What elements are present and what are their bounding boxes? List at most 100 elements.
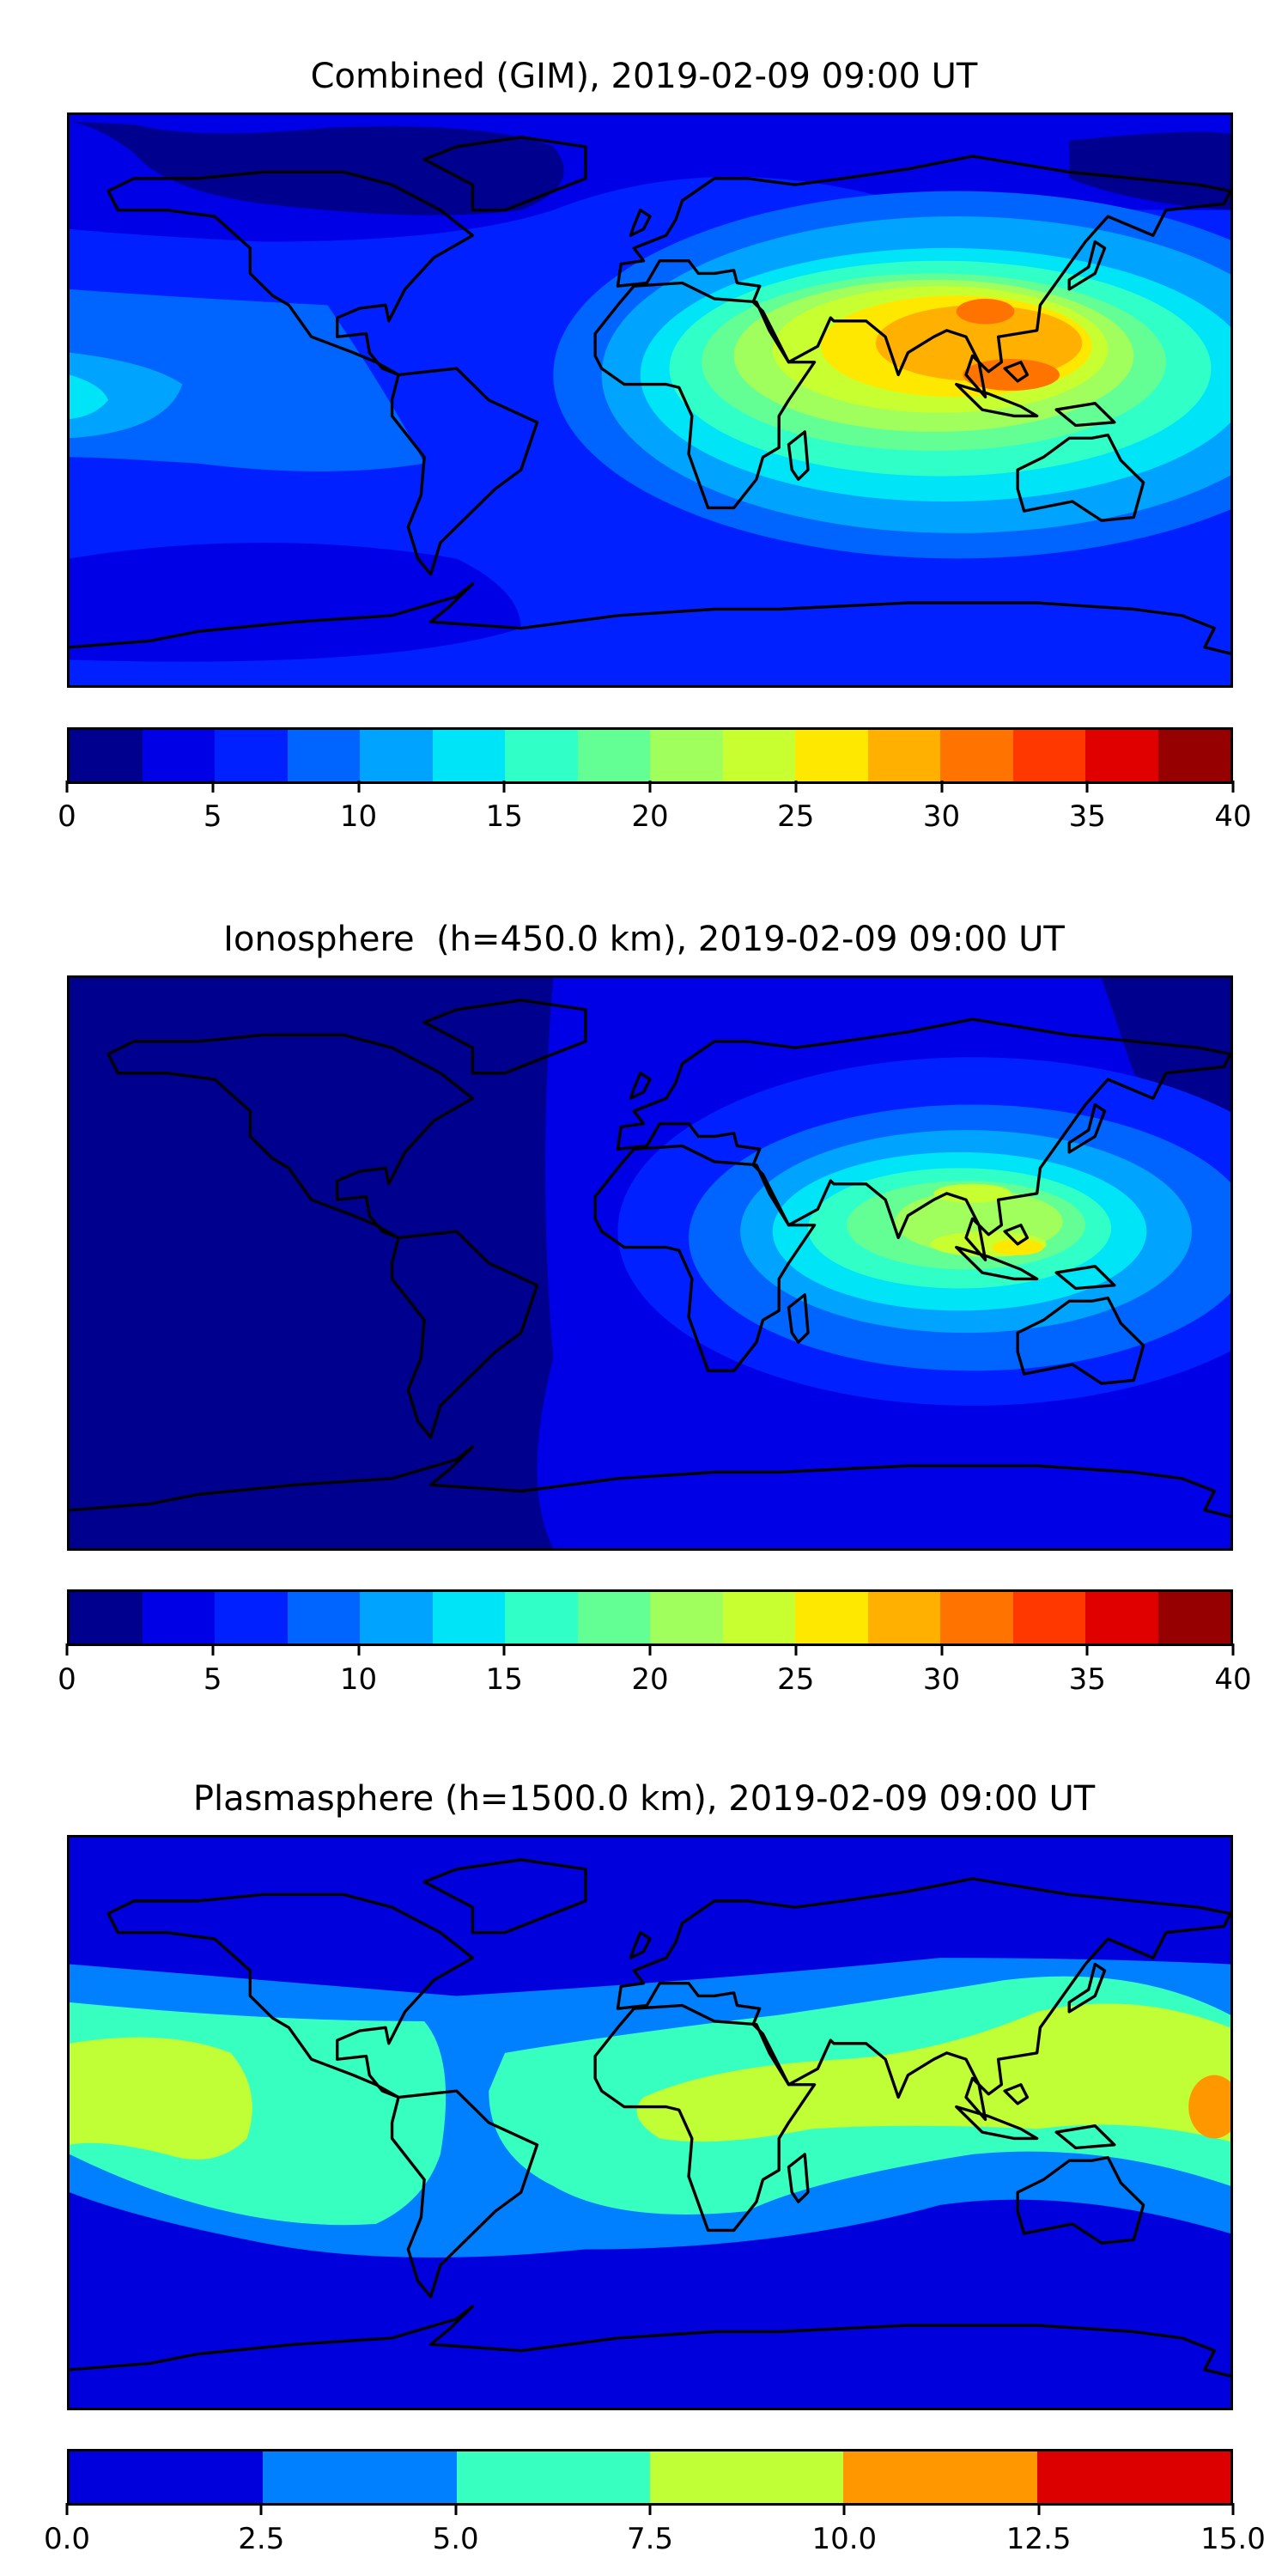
colorbar-segment	[432, 730, 505, 781]
colorbar-tick-mark	[1231, 781, 1235, 793]
colorbar-tick-label: 30	[922, 799, 961, 834]
colorbar-ionosphere	[67, 1589, 1233, 1646]
colorbar-tick-mark	[794, 781, 798, 793]
colorbar-tick-mark	[65, 1643, 69, 1656]
colorbar-segment	[505, 1592, 578, 1643]
colorbar-tick-label: 10.0	[811, 2522, 878, 2556]
colorbar-segment	[940, 730, 1013, 781]
colorbar-segment	[1157, 730, 1230, 781]
colorbar-tick-label: 10	[339, 799, 378, 834]
colorbar-segment	[649, 2451, 844, 2503]
colorbar-tick-label: 40	[1214, 799, 1252, 834]
colorbar-segment	[650, 1592, 723, 1643]
colorbar-tick-mark	[502, 1643, 506, 1656]
colorbar-tick-mark	[357, 781, 360, 793]
colorbar-segment	[843, 2451, 1037, 2503]
colorbar-segment	[287, 730, 360, 781]
colorbar-tick-mark	[1085, 781, 1089, 793]
contour-level	[956, 298, 1015, 325]
chart-title-combined: Combined (GIM), 2019-02-09 09:00 UT	[310, 57, 978, 96]
colorbar-segment	[360, 1592, 433, 1643]
map-combined-tec	[67, 112, 1233, 688]
colorbar-segment	[650, 730, 723, 781]
colorbar-tick-mark	[65, 2503, 69, 2515]
colorbar-tick-mark	[648, 781, 652, 793]
colorbar-segment	[142, 730, 215, 781]
chart-title-ionosphere: Ionosphere (h=450.0 km), 2019-02-09 09:0…	[223, 920, 1065, 959]
colorbar-segment	[360, 730, 433, 781]
colorbar-segment	[215, 1592, 288, 1643]
colorbar-tick-label: 25	[777, 1662, 815, 1697]
map-plasmasphere-tec	[67, 1835, 1233, 2410]
colorbar-segment	[722, 730, 795, 781]
colorbar-ticks-plasmasphere: 0.0 2.5 5.0 7.5 10.0 12.5 15.0	[44, 2503, 1266, 2556]
colorbar-tick-label: 10	[339, 1662, 378, 1697]
colorbar-segment	[142, 1592, 215, 1643]
colorbar-tick-label: 0	[58, 1662, 76, 1697]
contour-level	[992, 1239, 1044, 1255]
chart-title-plasmasphere: Plasmasphere (h=1500.0 km), 2019-02-09 0…	[192, 1779, 1096, 1819]
colorbar-tick-label: 25	[777, 799, 815, 834]
colorbar-segment	[867, 1592, 940, 1643]
colorbar-tick-mark	[940, 781, 943, 793]
colorbar-tick-mark	[65, 781, 69, 793]
colorbar-tick-mark	[1231, 2503, 1235, 2515]
colorbar-tick-mark	[648, 2503, 652, 2515]
contour-level	[1101, 978, 1230, 1121]
contour-level	[70, 289, 425, 471]
colorbar-tick-label: 12.5	[1005, 2522, 1072, 2556]
colorbar-segment	[432, 1592, 505, 1643]
colorbar-tick-label: 35	[1068, 799, 1106, 834]
colorbar-tick-mark	[259, 2503, 263, 2515]
contour-level	[1069, 131, 1230, 210]
contour-level	[70, 2037, 252, 2160]
colorbar-tick-label: 30	[922, 1662, 961, 1697]
colorbar-segment	[70, 730, 143, 781]
colorbar-tick-mark	[794, 1643, 798, 1656]
colorbar-tick-label: 5	[203, 799, 222, 834]
colorbar-segment	[1085, 1592, 1158, 1643]
contour-level	[933, 1183, 1012, 1203]
map-ionosphere-tec	[67, 975, 1233, 1551]
colorbar-tick-label: 20	[631, 1662, 669, 1697]
colorbar-segment	[70, 2451, 264, 2503]
colorbar-tick-label: 0	[58, 799, 76, 834]
colorbar-tick-label: 7.5	[626, 2522, 674, 2556]
colorbar-tick-label: 20	[631, 799, 669, 834]
contour-level	[70, 978, 554, 1548]
colorbar-tick-mark	[502, 781, 506, 793]
colorbar-tick-mark	[211, 781, 215, 793]
colorbar-tick-label: 40	[1214, 1662, 1252, 1697]
colorbar-segment	[577, 730, 650, 781]
colorbar-segment	[456, 2451, 650, 2503]
colorbar-plasmasphere	[67, 2449, 1233, 2506]
contour-level	[636, 2003, 1230, 2142]
colorbar-segment	[867, 730, 940, 781]
colorbar-segment	[722, 1592, 795, 1643]
colorbar-tick-mark	[1037, 2503, 1041, 2515]
colorbar-tick-label: 15	[485, 799, 523, 834]
colorbar-tick-label: 5	[203, 1662, 222, 1697]
colorbar-tick-mark	[1085, 1643, 1089, 1656]
colorbar-segment	[70, 1592, 143, 1643]
contour-level	[70, 374, 109, 420]
colorbar-tick-label: 15.0	[1200, 2522, 1266, 2556]
colorbar-tick-label: 15	[485, 1662, 523, 1697]
colorbar-tick-mark	[842, 2503, 846, 2515]
colorbar-tick-mark	[1231, 1643, 1235, 1656]
colorbar-tick-mark	[940, 1643, 943, 1656]
colorbar-tick-mark	[211, 1643, 215, 1656]
colorbar-segment	[1085, 730, 1158, 781]
colorbar-segment	[795, 730, 868, 781]
colorbar-combined	[67, 727, 1233, 784]
colorbar-tick-label: 0.0	[43, 2522, 91, 2556]
colorbar-segment	[940, 1592, 1013, 1643]
colorbar-segment	[287, 1592, 360, 1643]
colorbar-segment	[505, 730, 578, 781]
contour-level	[70, 121, 564, 216]
colorbar-segment	[577, 1592, 650, 1643]
colorbar-segment	[215, 730, 288, 781]
colorbar-tick-mark	[454, 2503, 458, 2515]
colorbar-tick-label: 2.5	[238, 2522, 285, 2556]
colorbar-segment	[263, 2451, 457, 2503]
